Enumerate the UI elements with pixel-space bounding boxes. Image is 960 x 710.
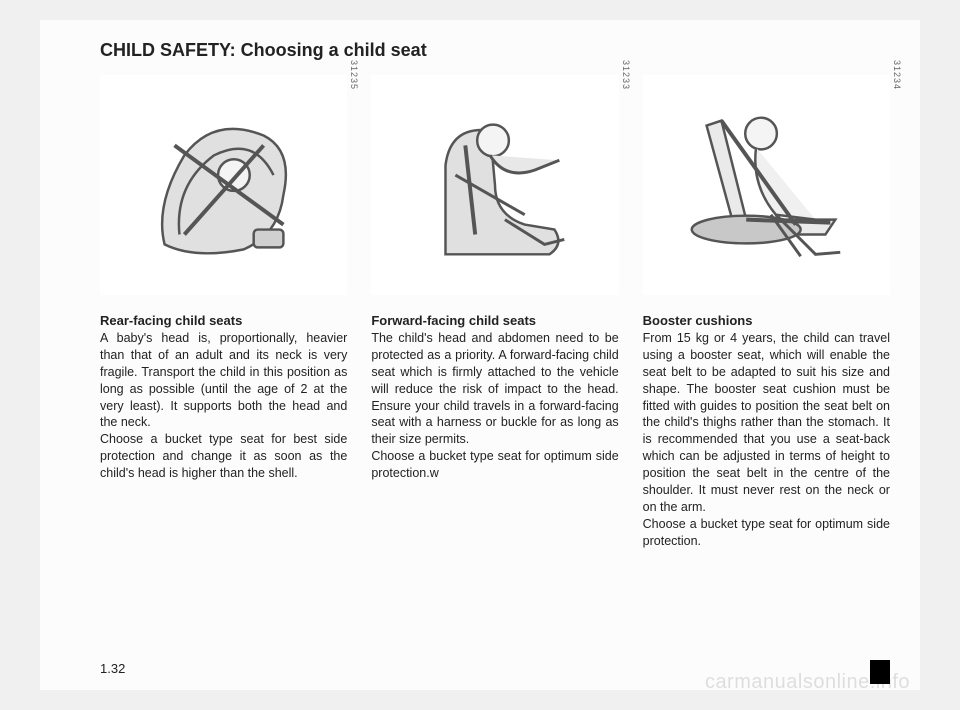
- figure-number: 31234: [892, 60, 902, 90]
- figure-number: 31235: [349, 60, 359, 90]
- page-title: CHILD SAFETY: Choosing a child seat: [100, 40, 890, 61]
- column-body: A baby's head is, proportionally, heavie…: [100, 330, 347, 482]
- forward-facing-seat-icon: [396, 86, 594, 284]
- rear-facing-seat-icon: [125, 86, 323, 284]
- illustration-booster: 31234: [643, 75, 890, 295]
- manual-page: CHILD SAFETY: Choosing a child seat 3123…: [40, 20, 920, 690]
- illustration-forward-facing: 31233: [371, 75, 618, 295]
- booster-seat-icon: [667, 86, 865, 284]
- watermark-text: carmanualsonline.info: [705, 671, 910, 694]
- column-subhead: Booster cushions: [643, 313, 890, 328]
- column-forward-facing: 31233 Forward-facing child seats The chi…: [371, 75, 618, 549]
- illustration-rear-facing: 31235: [100, 75, 347, 295]
- column-booster: 31234 Booster cushions From 15 kg or: [643, 75, 890, 549]
- content-columns: 31235 Rear-facing child seats A baby's h…: [100, 75, 890, 549]
- column-subhead: Rear-facing child seats: [100, 313, 347, 328]
- column-rear-facing: 31235 Rear-facing child seats A baby's h…: [100, 75, 347, 549]
- column-body: From 15 kg or 4 years, the child can tra…: [643, 330, 890, 549]
- page-number: 1.32: [100, 661, 125, 676]
- figure-number: 31233: [621, 60, 631, 90]
- column-body: The child's head and abdomen need to be …: [371, 330, 618, 482]
- column-subhead: Forward-facing child seats: [371, 313, 618, 328]
